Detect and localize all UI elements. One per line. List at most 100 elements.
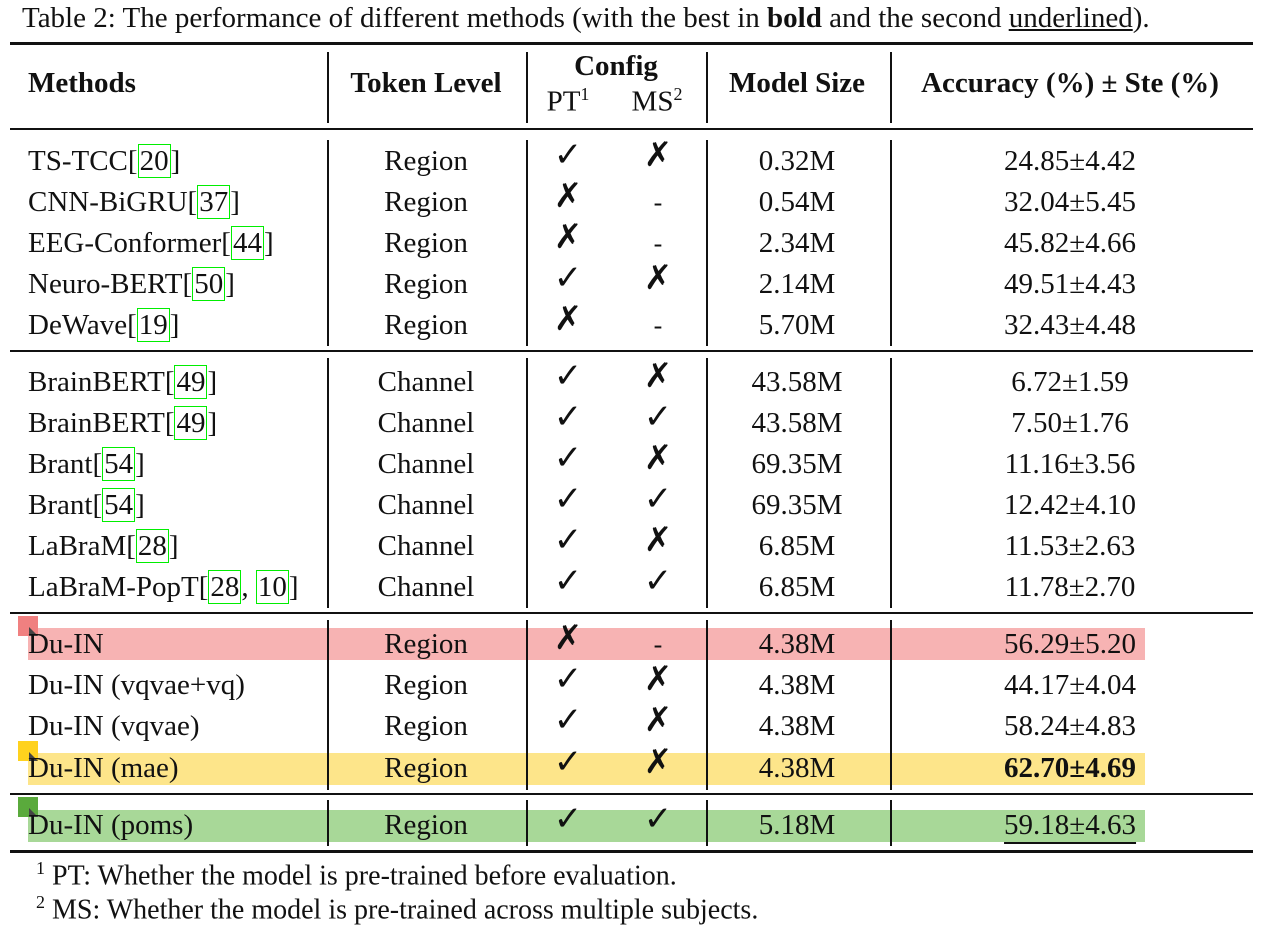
check-icon: ✓ [553,561,583,601]
citation-link[interactable]: 54 [102,447,136,481]
citation-link[interactable]: 44 [230,226,264,260]
method-name: Du-IN (vqvae+vq) [28,669,245,702]
cite-bracket: [ [164,407,175,439]
token-level-cell: Channel [377,530,475,562]
method-label: DeWave [28,309,128,341]
method-name: LaBraM[28] [28,529,179,563]
cite-bracket: ] [225,268,235,300]
model-size-cell: 43.58M [751,407,843,439]
method-name: DeWave[19] [28,308,180,342]
cite-bracket: ] [263,227,274,259]
model-size-cell: 5.18M [758,809,836,841]
check-icon: ✓ [553,799,583,839]
cite-bracket: [ [127,309,137,341]
model-size-cell: 4.38M [758,628,836,660]
caption-text: ). [1132,2,1150,34]
accuracy-cell: 56.29±5.20 [1004,628,1136,660]
cross-icon: ✗ [643,356,673,396]
model-size-cell: 4.38M [758,752,836,784]
accuracy-cell: 32.43±4.48 [1004,309,1136,341]
column-divider [706,140,708,346]
method-label: BrainBERT [28,366,165,398]
accuracy-cell: 7.50±1.76 [1011,407,1129,439]
model-size-cell: 69.35M [751,489,843,521]
group-rule [10,350,1253,352]
citation-link[interactable]: 19 [136,308,170,342]
accuracy-cell: 45.82±4.66 [1004,227,1136,259]
model-size-cell: 0.32M [758,145,836,177]
header-ms: MS2 [632,84,683,119]
footnote-text: PT: Whether the model is pre-trained bef… [52,860,677,892]
caption-bold-word: bold [767,2,822,34]
token-level-cell: Region [384,227,468,259]
method-label: Neuro-BERT [28,268,183,300]
token-level-cell: Region [384,268,468,300]
citation-link[interactable]: 28 [135,529,169,563]
header-rule [10,128,1253,130]
accuracy-cell: 11.53±2.63 [1004,530,1136,562]
caption-text: and the second [821,2,1009,34]
citation-link[interactable]: 20 [137,144,171,178]
column-divider [327,800,329,846]
model-size-cell: 2.14M [758,268,836,300]
dash-icon: - [653,311,663,340]
citation-link[interactable]: 50 [192,267,226,301]
cite-bracket: [ [198,571,209,603]
header-config: Config [574,50,658,82]
method-label: Du-IN (mae) [28,752,179,784]
highlight-row-red [28,628,1145,660]
cite-bracket: ] [170,145,181,177]
accuracy-cell: 44.17±4.04 [1004,669,1136,701]
cite-bracket: ] [135,489,145,521]
accuracy-cell: 11.78±2.70 [1004,571,1136,603]
check-icon: ✓ [553,742,583,782]
cross-icon: ✗ [643,520,673,560]
cite-bracket: ] [169,309,180,341]
check-icon: ✓ [553,659,583,699]
token-level-cell: Channel [377,571,475,603]
method-label: Du-IN (vqvae+vq) [28,669,245,701]
cite-bracket: [ [182,268,193,300]
model-size-cell: 6.85M [758,530,836,562]
column-divider [706,800,708,846]
citation-link[interactable]: 54 [102,488,136,522]
cross-icon: ✗ [553,176,583,216]
citation-link[interactable]: 37 [197,185,231,219]
method-name: CNN-BiGRU[37] [28,185,240,219]
method-label: BrainBERT [28,407,165,439]
cite-bracket: ] [230,186,240,218]
check-icon: ✓ [553,135,583,175]
method-name: Du-IN (mae) [28,752,179,785]
header-ms-label: MS [631,85,674,118]
group-rule [10,612,1253,614]
column-divider [526,140,528,346]
cross-icon: ✗ [553,299,583,339]
yellow-note-icon [18,741,38,761]
table-caption: Table 2: The performance of different me… [22,2,1150,35]
citation-link[interactable]: 49 [174,365,208,399]
token-level-cell: Region [384,309,468,341]
model-size-cell: 4.38M [758,669,836,701]
header-methods: Methods [28,67,136,99]
token-level-cell: Channel [377,448,475,480]
method-name: EEG-Conformer[44] [28,226,274,260]
citation-link[interactable]: 49 [174,406,208,440]
cite-bracket: [ [126,530,136,562]
caption-underlined-word: underlined [1008,2,1133,34]
cite-bracket: [ [127,145,138,177]
column-divider [526,800,528,846]
cross-icon: ✗ [643,438,673,478]
citation-link[interactable]: 10 [255,570,289,604]
citation-link[interactable]: 28 [208,570,242,604]
method-name: Brant[54] [28,488,145,522]
method-label: LaBraM-PopT [28,571,199,603]
accuracy-cell: 12.42±4.10 [1004,489,1136,521]
check-icon: ✓ [553,258,583,298]
cite-bracket: ] [207,366,218,398]
red-note-icon [18,616,38,636]
header-pt-sup: 1 [580,84,590,104]
check-icon: ✓ [643,561,673,601]
highlight-row-green [28,810,1145,842]
header-model-size: Model Size [728,67,866,99]
token-level-cell: Region [384,186,468,218]
